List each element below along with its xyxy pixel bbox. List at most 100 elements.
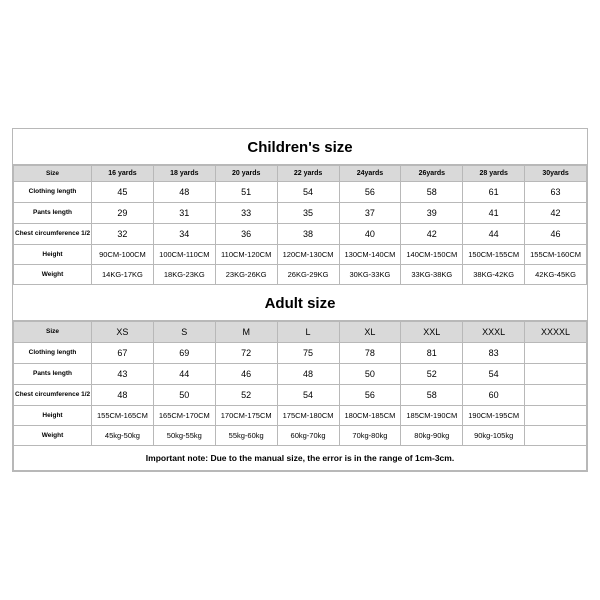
cell: [525, 406, 587, 426]
note-row: Important note: Due to the manual size, …: [14, 446, 587, 471]
col-header: XXXL: [463, 322, 525, 343]
col-header: L: [277, 322, 339, 343]
col-header: XXXXL: [525, 322, 587, 343]
cell: 40: [339, 224, 401, 245]
cell: [525, 343, 587, 364]
cell: 48: [153, 182, 215, 203]
cell: 33: [215, 203, 277, 224]
cell: 54: [463, 364, 525, 385]
cell: 69: [153, 343, 215, 364]
important-note: Important note: Due to the manual size, …: [14, 446, 587, 471]
col-header: XXL: [401, 322, 463, 343]
cell: 44: [463, 224, 525, 245]
cell: 130CM-140CM: [339, 245, 401, 265]
cell: 80kg-90kg: [401, 426, 463, 446]
table-row: Pants length 43 44 46 48 50 52 54: [14, 364, 587, 385]
cell: 165CM-170CM: [153, 406, 215, 426]
table-row: Weight 45kg-50kg 50kg-55kg 55kg-60kg 60k…: [14, 426, 587, 446]
cell: 155CM-160CM: [525, 245, 587, 265]
cell: 63: [525, 182, 587, 203]
table-row: Height 90CM-100CM 100CM-110CM 110CM-120C…: [14, 245, 587, 265]
size-chart: Children's size Size 16 yards 18 yards 2…: [12, 128, 588, 472]
col-header: 22 yards: [277, 166, 339, 182]
cell: 45: [92, 182, 154, 203]
cell: 120CM-130CM: [277, 245, 339, 265]
cell: 67: [92, 343, 154, 364]
cell: 56: [339, 182, 401, 203]
col-header: S: [153, 322, 215, 343]
cell: 42: [401, 224, 463, 245]
row-label: Weight: [14, 265, 92, 285]
cell: 44: [153, 364, 215, 385]
row-label: Pants length: [14, 203, 92, 224]
cell: 42KG-45KG: [525, 265, 587, 285]
cell: 41: [463, 203, 525, 224]
row-label: Clothing length: [14, 343, 92, 364]
cell: 46: [525, 224, 587, 245]
table-row: Pants length 29 31 33 35 37 39 41 42: [14, 203, 587, 224]
cell: 50kg-55kg: [153, 426, 215, 446]
adult-title: Adult size: [13, 285, 587, 321]
col-header: 28 yards: [463, 166, 525, 182]
cell: 31: [153, 203, 215, 224]
cell: 34: [153, 224, 215, 245]
row-label: Height: [14, 245, 92, 265]
cell: 23KG-26KG: [215, 265, 277, 285]
cell: 61: [463, 182, 525, 203]
cell: 100CM-110CM: [153, 245, 215, 265]
table-row: Height 155CM-165CM 165CM-170CM 170CM-175…: [14, 406, 587, 426]
cell: 60: [463, 385, 525, 406]
cell: 43: [92, 364, 154, 385]
cell: 56: [339, 385, 401, 406]
cell: 81: [401, 343, 463, 364]
cell: 110CM-120CM: [215, 245, 277, 265]
cell: 29: [92, 203, 154, 224]
cell: 83: [463, 343, 525, 364]
cell: 75: [277, 343, 339, 364]
cell: 180CM-185CM: [339, 406, 401, 426]
cell: 36: [215, 224, 277, 245]
col-header: 16 yards: [92, 166, 154, 182]
cell: 46: [215, 364, 277, 385]
cell: 30KG-33KG: [339, 265, 401, 285]
children-title: Children's size: [13, 129, 587, 165]
col-header: 18 yards: [153, 166, 215, 182]
cell: 155CM-165CM: [92, 406, 154, 426]
cell: 58: [401, 385, 463, 406]
col-header: XS: [92, 322, 154, 343]
cell: 38: [277, 224, 339, 245]
cell: 72: [215, 343, 277, 364]
cell: 90CM-100CM: [92, 245, 154, 265]
table-row: Weight 14KG-17KG 18KG-23KG 23KG-26KG 26K…: [14, 265, 587, 285]
cell: 51: [215, 182, 277, 203]
row-label: Size: [14, 322, 92, 343]
row-label: Clothing length: [14, 182, 92, 203]
col-header: M: [215, 322, 277, 343]
col-header: 20 yards: [215, 166, 277, 182]
row-label: Size: [14, 166, 92, 182]
cell: 33KG-38KG: [401, 265, 463, 285]
cell: 140CM-150CM: [401, 245, 463, 265]
col-header: 30yards: [525, 166, 587, 182]
cell: 50: [153, 385, 215, 406]
children-table: Size 16 yards 18 yards 20 yards 22 yards…: [13, 165, 587, 285]
cell: 185CM-190CM: [401, 406, 463, 426]
cell: 38KG-42KG: [463, 265, 525, 285]
cell: 18KG-23KG: [153, 265, 215, 285]
cell: 39: [401, 203, 463, 224]
table-row: Chest circumference 1/2 48 50 52 54 56 5…: [14, 385, 587, 406]
cell: 45kg-50kg: [92, 426, 154, 446]
cell: 90kg-105kg: [463, 426, 525, 446]
cell: 52: [215, 385, 277, 406]
cell: 175CM-180CM: [277, 406, 339, 426]
cell: 50: [339, 364, 401, 385]
cell: 48: [92, 385, 154, 406]
cell: 37: [339, 203, 401, 224]
cell: 190CM-195CM: [463, 406, 525, 426]
cell: 170CM-175CM: [215, 406, 277, 426]
cell: 150CM-155CM: [463, 245, 525, 265]
cell: 55kg-60kg: [215, 426, 277, 446]
adult-header-row: Size XS S M L XL XXL XXXL XXXXL: [14, 322, 587, 343]
row-label: Chest circumference 1/2: [14, 385, 92, 406]
row-label: Weight: [14, 426, 92, 446]
